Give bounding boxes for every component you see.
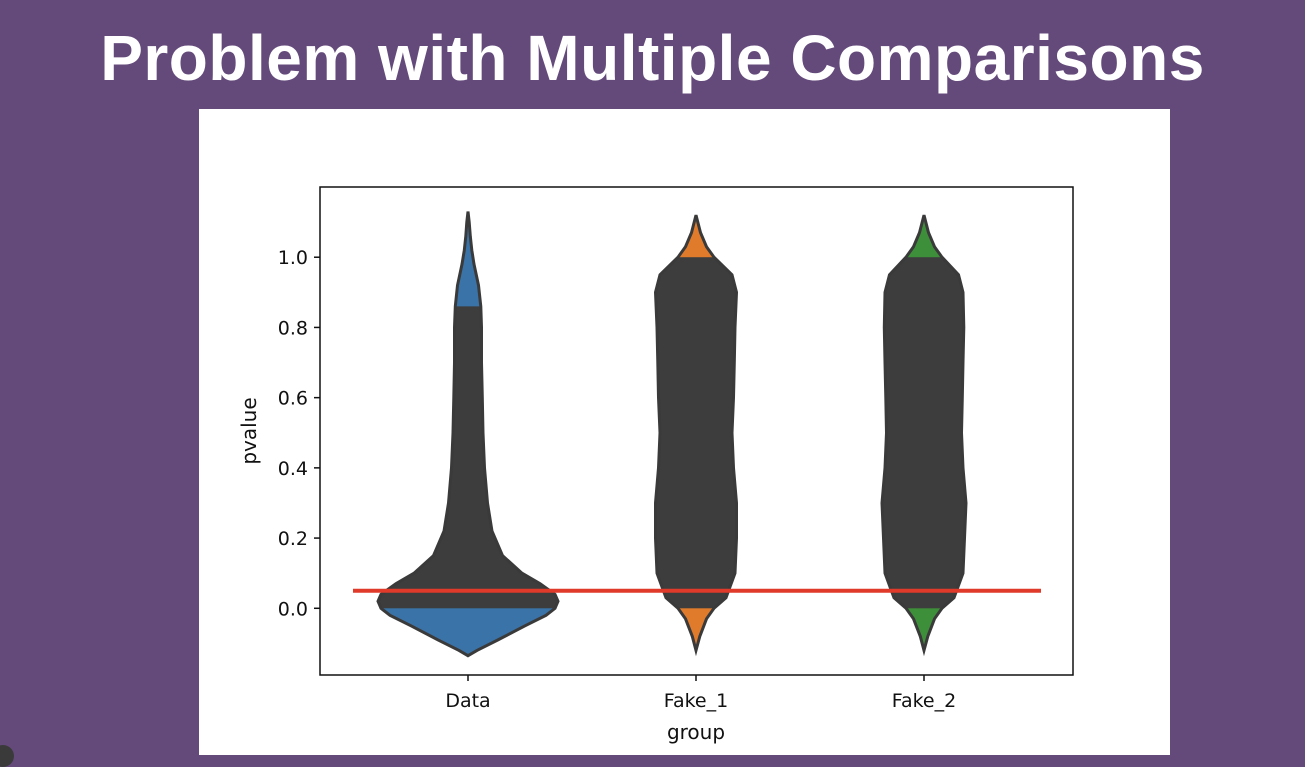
violin-fake-1 xyxy=(655,215,737,651)
plot-marks xyxy=(353,211,1041,658)
violin-outline-fake-1 xyxy=(653,214,739,657)
y-tick-label: 0.2 xyxy=(278,528,308,550)
y-tick-label: 0.8 xyxy=(278,317,308,339)
violin-body-fake-2 xyxy=(882,257,966,609)
violin-outline-fake-2 xyxy=(880,214,968,657)
violin-data xyxy=(378,211,558,656)
violin-outline-data xyxy=(376,211,560,658)
x-tick-label: Fake_1 xyxy=(664,690,728,712)
y-tick-label: 1.0 xyxy=(278,247,308,269)
y-tick-label: 0.6 xyxy=(278,388,308,410)
y-axis-ticks: 0.0 0.2 0.4 0.6 0.8 1.0 xyxy=(278,247,320,620)
x-tick-label: Data xyxy=(445,690,490,712)
y-tick-label: 0.0 xyxy=(278,598,308,620)
x-tick-label: Fake_2 xyxy=(892,690,956,712)
y-tick-label: 0.4 xyxy=(278,458,308,480)
violin-fake-2 xyxy=(882,215,966,651)
corner-control[interactable] xyxy=(0,745,14,767)
violin-body-data xyxy=(378,306,558,609)
violin-chart: 0.0 0.2 0.4 0.6 0.8 1.0 Data Fake_1 Fake_2 grou… xyxy=(237,186,1074,744)
x-axis-ticks: Data Fake_1 Fake_2 xyxy=(445,675,956,712)
slide-title: Problem with Multiple Comparisons xyxy=(100,22,1205,94)
figure-panel: 0.0 0.2 0.4 0.6 0.8 1.0 Data Fake_1 Fake_2 grou… xyxy=(199,109,1170,755)
violin-body-fake-1 xyxy=(655,257,737,609)
y-axis-label: pvalue xyxy=(237,397,261,464)
x-axis-label: group xyxy=(667,720,725,744)
